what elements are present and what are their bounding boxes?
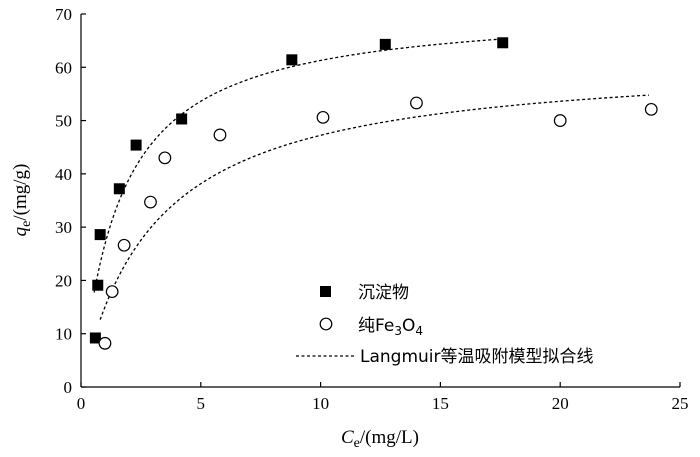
axis-ticks: 0 5 10 15 20 25 0 10 20 30 40 50 60 70	[55, 5, 689, 413]
precipitate-point	[379, 38, 391, 50]
fe3o4-point	[316, 110, 330, 124]
fe3o4-point	[105, 285, 119, 299]
x-tick-label: 10	[312, 394, 329, 413]
precipitate-point	[497, 37, 509, 49]
legend: 沉淀物 纯Fe3O4 Langmuir等温吸附模型拟合线	[296, 283, 594, 367]
data-markers	[89, 37, 658, 350]
y-tick-label: 0	[64, 378, 73, 397]
precipitate-point	[176, 113, 188, 125]
x-axis-label-main: C	[341, 427, 354, 448]
fe3o4-point	[644, 102, 658, 116]
x-tick-label: 15	[432, 394, 449, 413]
precipitate-point	[113, 183, 125, 195]
legend-fe3o4-sub3: 3	[394, 324, 402, 338]
y-tick-label: 60	[55, 58, 72, 77]
legend-marker-fe3o4	[319, 317, 333, 331]
y-tick-label: 70	[55, 5, 72, 24]
x-tick-label: 0	[77, 394, 86, 413]
y-axis-label-sub: e	[19, 221, 34, 227]
y-axis-label-rest: /(mg/g)	[10, 164, 31, 221]
fit-curves	[93, 38, 649, 320]
fit-curve-1	[93, 38, 501, 293]
x-axis-label: Ce/(mg/L)	[341, 427, 419, 451]
y-tick-label: 40	[55, 165, 72, 184]
fe3o4-point	[158, 151, 172, 165]
precipitate-point	[130, 139, 142, 151]
legend-marker-precipitate	[320, 286, 331, 297]
precipitate-point	[286, 54, 298, 66]
precipitate-point	[94, 229, 106, 241]
legend-label-fit: Langmuir等温吸附模型拟合线	[360, 347, 594, 367]
fe3o4-point	[553, 114, 567, 127]
fit-curve-2	[99, 94, 649, 320]
precipitate-point	[92, 279, 104, 291]
x-axis-label-sub: e	[354, 436, 360, 451]
precipitate-point	[89, 332, 101, 344]
legend-label-fe3o4: 纯Fe3O4	[358, 316, 423, 338]
x-tick-label: 25	[672, 394, 689, 413]
x-axis-label-rest: /(mg/L)	[360, 427, 419, 448]
y-axis-label-main: q	[10, 226, 31, 236]
fe3o4-point	[117, 238, 131, 252]
fe3o4-point	[144, 195, 157, 209]
y-axis-label: qe/(mg/g)	[10, 164, 34, 237]
legend-label-precipitate: 沉淀物	[358, 283, 409, 303]
x-tick-label: 5	[197, 394, 206, 413]
x-tick-label: 20	[552, 394, 569, 413]
legend-fe3o4-sub4: 4	[415, 324, 423, 338]
plot-area	[80, 14, 680, 388]
y-tick-label: 30	[55, 218, 72, 237]
y-tick-label: 20	[55, 271, 72, 290]
fe3o4-point	[98, 336, 112, 350]
legend-fe3o4-part2: O	[402, 316, 415, 336]
y-tick-label: 50	[55, 112, 72, 131]
fe3o4-point	[410, 96, 423, 110]
legend-fe3o4-part1: 纯Fe	[358, 316, 394, 336]
fe3o4-point	[213, 128, 227, 142]
y-tick-label: 10	[55, 325, 72, 344]
